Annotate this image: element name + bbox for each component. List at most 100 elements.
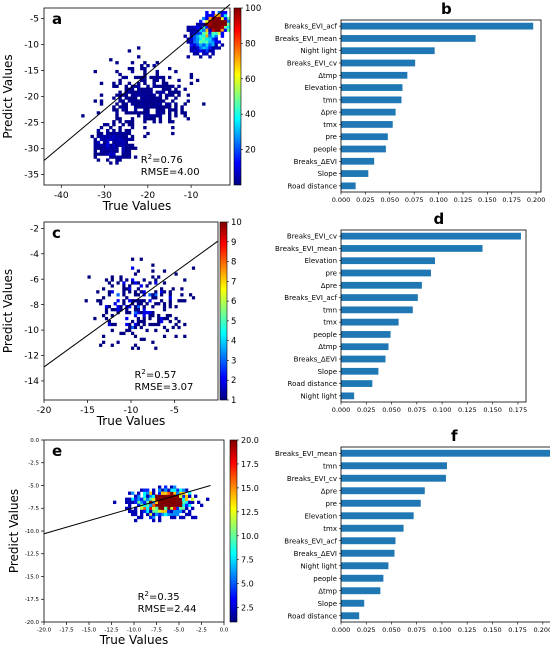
density-cell bbox=[208, 25, 212, 29]
density-cell bbox=[154, 322, 158, 327]
density-cell bbox=[128, 325, 132, 330]
density-cell bbox=[121, 75, 125, 80]
density-cell bbox=[106, 152, 110, 156]
density-cell bbox=[205, 19, 209, 24]
density-cell bbox=[118, 155, 122, 159]
density-cell bbox=[127, 149, 132, 153]
density-cell bbox=[188, 491, 192, 495]
density-cell bbox=[170, 506, 174, 511]
x-tick-label: 0.125 bbox=[454, 196, 473, 204]
density-cell bbox=[174, 108, 178, 112]
y-tick-label: -14 bbox=[24, 377, 39, 387]
density-cell bbox=[121, 134, 125, 139]
density-cell bbox=[136, 305, 140, 309]
density-cell bbox=[146, 503, 150, 508]
density-cell bbox=[112, 84, 116, 88]
density-cell bbox=[183, 278, 187, 282]
density-panel-c: -20 -15 -10 -5 -14 -12 -10 -8 -6 -4 -2 True Values P… bbox=[1, 218, 242, 428]
density-cell bbox=[183, 102, 187, 106]
density-cells bbox=[84, 257, 196, 350]
density-cell bbox=[136, 281, 140, 285]
density-cell bbox=[189, 293, 193, 297]
density-cell bbox=[217, 22, 221, 26]
density-cell bbox=[146, 494, 150, 498]
density-cell bbox=[183, 322, 187, 327]
density-cell bbox=[202, 40, 206, 44]
density-cell bbox=[164, 102, 169, 106]
density-cell bbox=[170, 485, 174, 489]
density-cell bbox=[180, 111, 184, 115]
density-cell bbox=[195, 25, 200, 29]
density-cell bbox=[226, 22, 231, 26]
density-cell bbox=[142, 278, 146, 282]
density-cell bbox=[149, 494, 153, 498]
density-cell bbox=[118, 143, 122, 147]
feature-label: people bbox=[313, 575, 337, 583]
density-cell bbox=[128, 491, 132, 495]
panel-label: e bbox=[52, 442, 62, 460]
density-cell bbox=[137, 102, 141, 106]
feature-label: Slope bbox=[318, 170, 337, 178]
density-cell bbox=[152, 515, 156, 520]
density-cell bbox=[124, 96, 128, 100]
x-tick-label: 0.150 bbox=[478, 196, 497, 204]
feature-label: Δpre bbox=[321, 109, 337, 117]
importance-bar bbox=[341, 71, 408, 79]
r2-symbol: R bbox=[141, 155, 148, 166]
density-cell bbox=[149, 117, 153, 121]
x-tick-label: -20 bbox=[37, 406, 52, 416]
density-cell bbox=[96, 140, 101, 144]
x-axis-label: True Values bbox=[96, 414, 166, 428]
y-tick-label: -17.5 bbox=[25, 597, 40, 603]
colorbar-tick-label: 1 bbox=[231, 396, 236, 406]
density-cell bbox=[99, 131, 104, 136]
density-cell bbox=[208, 16, 212, 21]
density-cell bbox=[146, 64, 150, 68]
density-cell bbox=[131, 302, 135, 306]
density-cell bbox=[140, 75, 144, 80]
density-cell bbox=[179, 497, 183, 501]
density-cell bbox=[121, 149, 125, 153]
x-tick-label: 0.0 bbox=[220, 628, 229, 634]
density-cell bbox=[170, 503, 174, 508]
density-cell bbox=[170, 497, 174, 501]
density-cell bbox=[174, 111, 178, 115]
density-cell bbox=[173, 497, 177, 501]
density-cell bbox=[182, 509, 186, 514]
density-cell bbox=[112, 155, 116, 159]
density-cell bbox=[226, 25, 231, 29]
importance-bar bbox=[341, 145, 386, 153]
density-cell bbox=[122, 299, 126, 303]
density-cell bbox=[118, 96, 122, 100]
density-cell bbox=[155, 72, 159, 77]
density-cell bbox=[161, 494, 165, 498]
density-cell bbox=[143, 67, 147, 71]
density-cell bbox=[158, 506, 162, 511]
density-cell bbox=[174, 105, 178, 109]
density-cell bbox=[154, 302, 158, 306]
importance-bar bbox=[341, 108, 396, 116]
importance-bar bbox=[341, 281, 422, 289]
density-cell bbox=[137, 491, 141, 495]
density-cell bbox=[180, 108, 184, 112]
density-cell bbox=[185, 500, 189, 504]
density-cell bbox=[133, 305, 138, 309]
density-cell bbox=[192, 25, 197, 29]
density-cell bbox=[133, 93, 138, 97]
density-cell bbox=[168, 290, 172, 294]
density-cell bbox=[118, 134, 122, 139]
plot-frame bbox=[340, 229, 527, 403]
y-tick-label: -20 bbox=[24, 93, 39, 103]
density-cell bbox=[128, 497, 132, 501]
feature-label: Δtmp bbox=[318, 343, 337, 351]
density-cell bbox=[116, 299, 120, 303]
density-cell bbox=[112, 149, 116, 153]
density-cell bbox=[109, 149, 113, 153]
density-cell bbox=[146, 114, 150, 118]
density-cell bbox=[168, 120, 172, 124]
density-cell bbox=[151, 305, 155, 309]
density-cell bbox=[121, 105, 125, 109]
density-cell bbox=[110, 284, 114, 288]
density-cell bbox=[146, 512, 150, 517]
density-cell bbox=[93, 69, 97, 74]
